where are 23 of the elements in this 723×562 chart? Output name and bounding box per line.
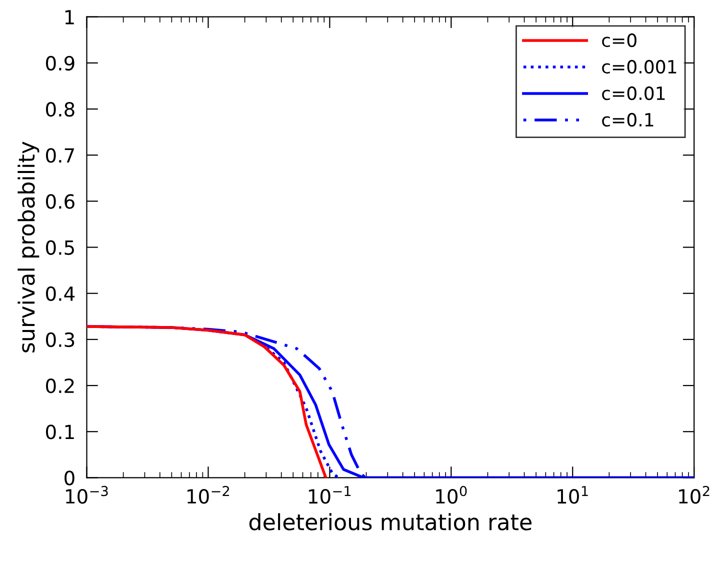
y-tick-label: 0.7 (46, 148, 74, 163)
y-tick-label: 0.9 (46, 56, 74, 71)
y-tick-label: 0.5 (46, 240, 74, 255)
legend-label: c=0.001 (602, 60, 676, 74)
x-tick-label: 10$^{1}$ (558, 486, 588, 504)
x-axis-title: deleterious mutation rate (249, 513, 532, 530)
legend-label: c=0 (602, 33, 636, 48)
y-tick-label: 0.2 (46, 378, 74, 394)
y-tick-label: 0.6 (46, 194, 74, 209)
y-axis-title: survival probability (18, 142, 40, 352)
y-tick-label: 0.3 (46, 332, 74, 348)
y-tick-label: 0.8 (46, 102, 74, 117)
y-tick-label: 0.4 (46, 286, 75, 302)
x-tick-label: 10$^{−3}$ (66, 486, 108, 504)
x-tick-label: 10$^{2}$ (679, 486, 710, 504)
x-tick-label: 10$^{−2}$ (188, 486, 230, 504)
y-tick-label: 1 (65, 10, 74, 24)
x-tick-label: 10$^{−1}$ (308, 486, 351, 504)
y-tick-label: 0 (64, 470, 74, 486)
x-tick-label: 10$^{0}$ (436, 486, 467, 504)
legend-label: c=0.1 (602, 112, 654, 127)
y-tick-label: 0.1 (46, 424, 74, 440)
legend-label: c=0.01 (602, 86, 665, 100)
